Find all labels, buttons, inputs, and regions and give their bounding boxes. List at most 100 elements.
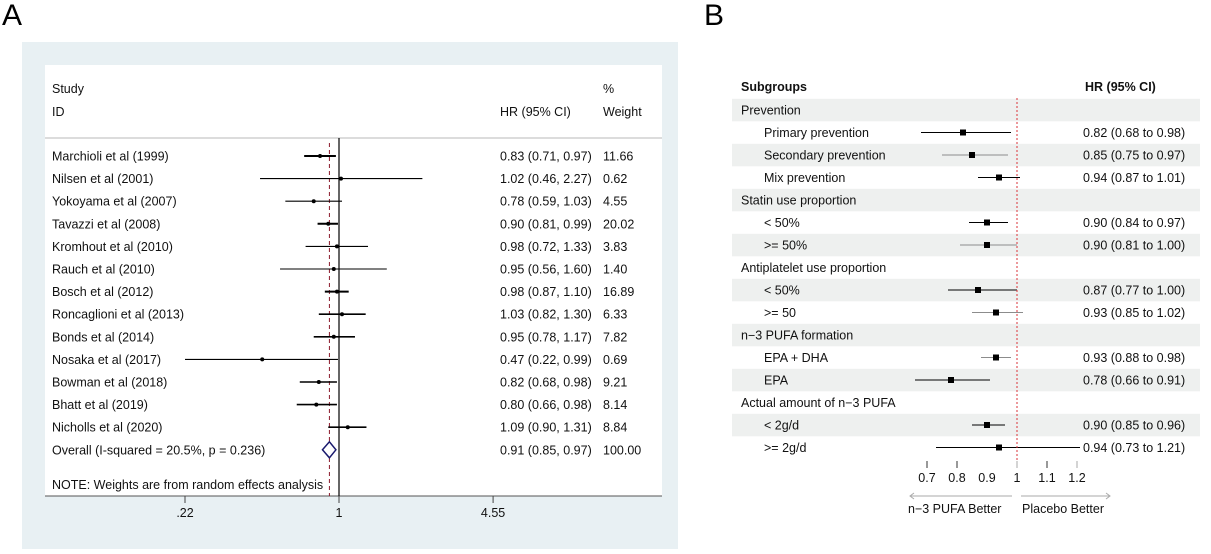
x-tick-label: 1 (1014, 471, 1021, 485)
subgroup-point (996, 444, 1002, 451)
subgroup-hr-ci: 0.90 (0.84 to 0.97) (1083, 216, 1185, 230)
panel-b-header-subgroups: Subgroups (741, 80, 807, 94)
x-tick-label: 0.8 (948, 471, 965, 485)
panel-a-note: NOTE: Weights are from random effects an… (52, 478, 323, 492)
study-label: Yokoyama et al (2007) (52, 195, 177, 209)
x-tick-label: 4.55 (481, 506, 505, 520)
subgroup-point (996, 174, 1002, 181)
study-hr-ci: 0.83 (0.71, 0.97) (500, 150, 592, 164)
subgroup-label: Primary prevention (764, 126, 869, 140)
panel-a-letter: A (2, 0, 23, 32)
study-label: Nosaka et al (2017) (52, 353, 161, 367)
subgroup-point (993, 354, 999, 361)
panel-a-header-hr: HR (95% CI) (500, 105, 571, 119)
study-weight: 20.02 (603, 217, 634, 231)
panel-b-header-hr: HR (95% CI) (1085, 80, 1156, 94)
subgroup-hr-ci: 0.90 (0.81 to 1.00) (1083, 239, 1185, 253)
study-label: Nicholls et al (2020) (52, 421, 162, 435)
subgroup-hr-ci: 0.85 (0.75 to 0.97) (1083, 149, 1185, 163)
study-point (345, 425, 350, 430)
study-weight: 1.40 (603, 263, 627, 277)
study-weight: 4.55 (603, 195, 627, 209)
study-point (331, 267, 336, 271)
subgroup-heading: Antiplatelet use proportion (741, 261, 886, 275)
x-tick-label: 1.1 (1038, 471, 1055, 485)
study-hr-ci: 0.82 (0.68, 0.98) (500, 376, 592, 390)
subgroup-label: Secondary prevention (764, 149, 886, 163)
study-label: Roncaglioni et al (2013) (52, 308, 184, 322)
x-tick-label: 1.2 (1068, 471, 1085, 485)
study-point (318, 154, 323, 158)
panel-b-direction-left: n−3 PUFA Better (908, 502, 1001, 516)
overall-hr-ci: 0.91 (0.85, 0.97) (500, 443, 592, 457)
subgroup-hr-ci: 0.82 (0.68 to 0.98) (1083, 126, 1185, 140)
study-label: Bosch et al (2012) (52, 285, 153, 299)
study-hr-ci: 1.03 (0.82, 1.30) (500, 308, 592, 322)
study-weight: 9.21 (603, 376, 627, 390)
row-band (732, 98, 1200, 122)
study-label: Tavazzi et al (2008) (52, 217, 160, 231)
subgroup-point (960, 129, 966, 136)
subgroup-heading: n−3 PUFA formation (741, 329, 853, 343)
panel-a-header-weight: Weight (603, 105, 642, 119)
overall-label: Overall (I-squared = 20.5%, p = 0.236) (52, 443, 265, 457)
subgroup-label: EPA (764, 374, 789, 388)
study-weight: 6.33 (603, 308, 627, 322)
study-point (331, 334, 336, 339)
subgroup-point (948, 377, 954, 383)
overall-diamond (321, 440, 337, 459)
subgroup-label: < 50% (764, 216, 800, 230)
subgroup-hr-ci: 0.94 (0.73 to 1.21) (1083, 441, 1185, 455)
panel-b-bands (732, 98, 1200, 437)
study-point (340, 312, 345, 317)
study-weight: 0.62 (603, 172, 627, 186)
study-point (311, 199, 316, 204)
study-point (339, 176, 344, 181)
subgroup-hr-ci: 0.93 (0.85 to 1.02) (1083, 306, 1185, 320)
study-hr-ci: 0.47 (0.22, 0.99) (500, 353, 592, 367)
study-label: Bhatt et al (2019) (52, 398, 148, 412)
subgroup-hr-ci: 0.94 (0.87 to 1.01) (1083, 171, 1185, 185)
left-arrow-head (909, 492, 915, 500)
subgroup-point (975, 287, 981, 293)
panel-a-header-id: ID (52, 105, 65, 119)
subgroup-hr-ci: 0.78 (0.66 to 0.91) (1083, 374, 1185, 388)
overall-weight: 100.00 (603, 443, 641, 457)
study-weight: 11.66 (603, 150, 633, 164)
subgroup-point (984, 242, 990, 248)
panel-a-plot-area (45, 65, 662, 496)
study-point (334, 244, 339, 249)
subgroup-label: >= 2g/d (764, 441, 806, 455)
study-weight: 8.14 (603, 398, 627, 412)
subgroup-point (969, 152, 975, 158)
x-tick-label: .22 (176, 506, 193, 520)
study-hr-ci: 0.78 (0.59, 1.03) (500, 195, 592, 209)
subgroup-label: >= 50 (764, 306, 796, 320)
study-point (326, 221, 331, 226)
subgroup-hr-ci: 0.93 (0.88 to 0.98) (1083, 351, 1185, 365)
panel-b-letter: B (704, 0, 725, 32)
study-label: Marchioli et al (1999) (52, 150, 169, 164)
study-point (316, 380, 321, 384)
subgroup-label: EPA + DHA (764, 351, 829, 365)
subgroup-point (984, 422, 990, 428)
subgroup-heading: Prevention (741, 104, 801, 118)
row-band (732, 413, 1200, 437)
subgroup-heading: Statin use proportion (741, 194, 856, 208)
study-hr-ci: 0.95 (0.56, 1.60) (500, 263, 592, 277)
study-label: Kromhout et al (2010) (52, 240, 173, 254)
x-tick-label: 0.7 (918, 471, 935, 485)
study-hr-ci: 0.98 (0.87, 1.10) (500, 285, 592, 299)
study-label: Bowman et al (2018) (52, 376, 167, 390)
study-weight: 8.84 (603, 421, 627, 435)
study-hr-ci: 0.80 (0.66, 0.98) (500, 398, 592, 412)
subgroup-point (993, 309, 999, 316)
right-arrow-head (1105, 492, 1111, 500)
study-point (260, 357, 265, 362)
study-label: Bonds et al (2014) (52, 330, 154, 344)
study-hr-ci: 0.90 (0.81, 0.99) (500, 217, 592, 231)
panel-a-header-percent: % (603, 82, 614, 96)
panel-b-marks: Prevention Primary prevention 0.82 (0.68 t… (741, 98, 1185, 500)
x-tick-label: 1 (336, 506, 343, 520)
